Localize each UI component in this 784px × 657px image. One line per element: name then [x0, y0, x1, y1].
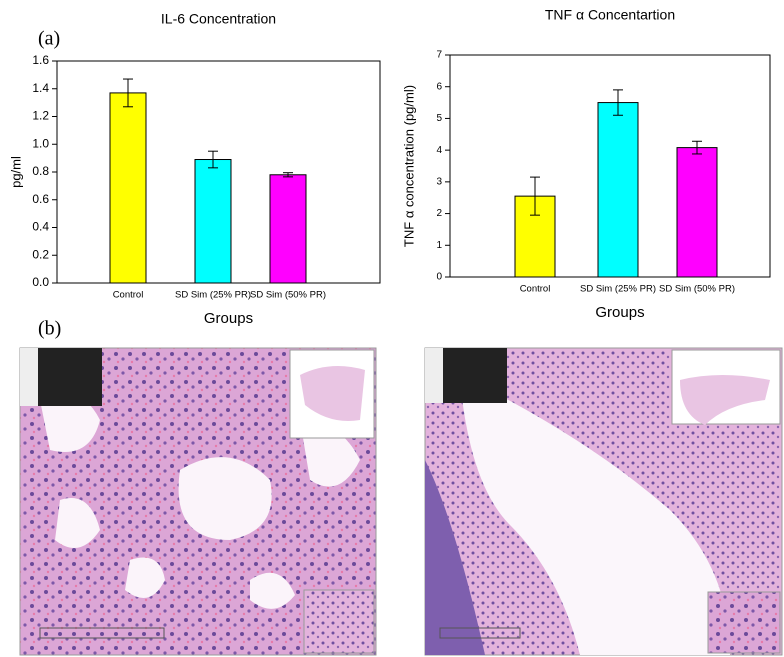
panel-label: (a): [38, 28, 60, 50]
y-tick-label: 0: [436, 272, 442, 283]
chart-title: TNF α Concentartion: [545, 7, 675, 23]
y-tick-label: 0.2: [32, 247, 49, 261]
x-tick-label: Control: [520, 284, 551, 295]
bar: [676, 147, 718, 278]
x-axis-label: Groups: [595, 304, 644, 321]
chart-title: IL-6 Concentration: [161, 11, 276, 27]
y-tick-label: 1.4: [32, 81, 49, 95]
bar: [109, 92, 147, 284]
y-tick-label: 2: [436, 208, 442, 219]
micrograph: [424, 347, 783, 656]
bar: [194, 159, 232, 284]
x-tick-label: SD Sim (50% PR): [659, 284, 735, 295]
y-tick-label: 6: [436, 81, 442, 92]
y-tick-label: 0.8: [32, 164, 49, 178]
micrograph: [19, 347, 377, 656]
y-axis-label: pg/ml: [8, 156, 23, 188]
x-axis-label: Groups: [204, 310, 253, 327]
y-tick-label: 3: [436, 176, 442, 187]
y-tick-label: 0.6: [32, 192, 49, 206]
y-tick-label: 1.0: [32, 136, 49, 150]
x-tick-label: SD Sim (25% PR): [580, 284, 656, 295]
y-tick-label: 0.4: [32, 220, 49, 234]
y-tick-label: 4: [436, 145, 442, 156]
y-tick-label: 7: [436, 50, 442, 61]
y-tick-label: 1: [436, 240, 442, 251]
y-tick-label: 0.0: [32, 275, 49, 289]
y-axis-label: TNF α concentration (pg/ml): [401, 85, 416, 247]
x-tick-label: SD Sim (25% PR): [175, 290, 251, 301]
y-tick-label: 1.6: [32, 53, 49, 67]
panel-label: (b): [38, 318, 61, 340]
x-tick-label: SD Sim (50% PR): [250, 290, 326, 301]
y-tick-label: 5: [436, 113, 442, 124]
bar: [597, 102, 639, 278]
bar: [269, 174, 307, 284]
x-tick-label: Control: [113, 290, 144, 301]
y-tick-label: 1.2: [32, 109, 49, 123]
